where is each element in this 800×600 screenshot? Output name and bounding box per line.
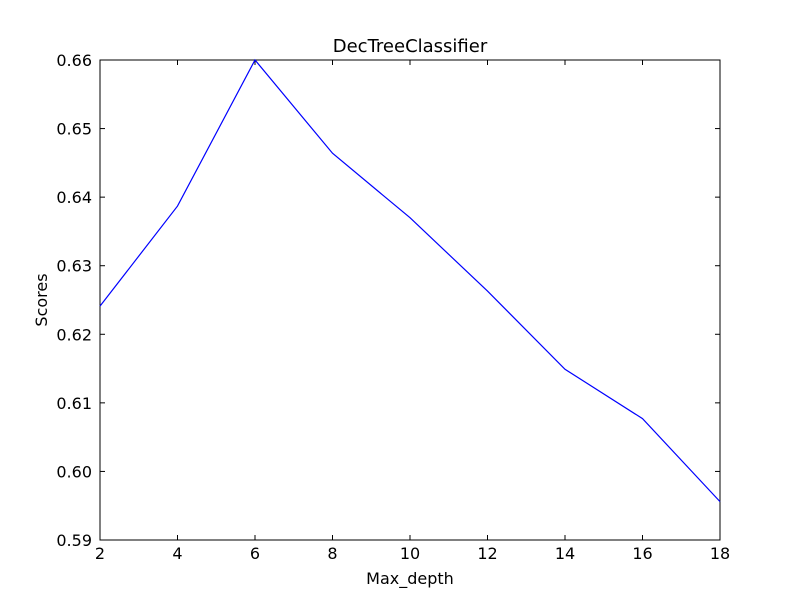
x-axis-ticks: 2 4 6 8 10 12 14 16 18 <box>95 60 730 563</box>
y-tick-label: 0.63 <box>56 257 92 276</box>
x-tick-label: 4 <box>172 544 182 563</box>
x-tick-label: 14 <box>555 544 575 563</box>
plot-area <box>99 59 721 541</box>
chart-title: DecTreeClassifier <box>333 36 488 57</box>
series-layer <box>99 58 721 503</box>
x-axis-label: Max_depth <box>366 569 454 589</box>
y-tick-label: 0.65 <box>56 120 92 139</box>
y-tick-label: 0.61 <box>56 394 92 413</box>
y-tick-label: 0.66 <box>56 51 92 70</box>
y-tick-label: 0.59 <box>56 531 92 550</box>
x-tick-label: 18 <box>710 544 730 563</box>
y-axis-label: Scores <box>32 273 51 326</box>
series-line-0 <box>99 58 721 503</box>
x-tick-label: 2 <box>95 544 105 563</box>
x-tick-label: 12 <box>477 544 497 563</box>
y-tick-label: 0.60 <box>56 462 92 481</box>
y-axis-ticks: 0.59 0.60 0.61 0.62 0.63 0.64 0.65 0.66 <box>56 51 720 550</box>
y-tick-label: 0.64 <box>56 188 92 207</box>
x-tick-label: 16 <box>632 544 652 563</box>
y-tick-label: 0.62 <box>56 325 92 344</box>
x-tick-label: 10 <box>400 544 420 563</box>
x-tick-label: 6 <box>250 544 260 563</box>
x-tick-label: 8 <box>327 544 337 563</box>
